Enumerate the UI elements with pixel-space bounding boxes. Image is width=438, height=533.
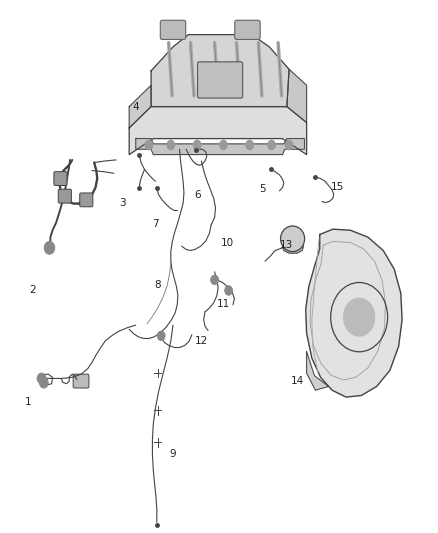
Polygon shape <box>129 85 151 128</box>
Text: 13: 13 <box>280 240 293 250</box>
FancyBboxPatch shape <box>160 20 186 39</box>
Circle shape <box>245 140 254 150</box>
Polygon shape <box>287 69 307 123</box>
Circle shape <box>267 140 276 150</box>
Text: 11: 11 <box>217 299 230 309</box>
Text: 4: 4 <box>132 102 139 111</box>
FancyBboxPatch shape <box>198 62 243 98</box>
Circle shape <box>37 373 46 384</box>
Polygon shape <box>283 244 304 253</box>
Polygon shape <box>129 107 307 155</box>
Circle shape <box>193 140 201 150</box>
Text: 12: 12 <box>195 336 208 346</box>
Polygon shape <box>136 139 304 155</box>
Text: 9: 9 <box>170 449 177 459</box>
Text: 7: 7 <box>152 219 159 229</box>
FancyBboxPatch shape <box>58 189 71 203</box>
Polygon shape <box>307 352 328 390</box>
FancyBboxPatch shape <box>235 20 260 39</box>
Circle shape <box>343 298 375 336</box>
Text: 3: 3 <box>119 198 126 207</box>
Text: 5: 5 <box>259 184 266 194</box>
Circle shape <box>211 275 219 285</box>
Polygon shape <box>306 229 402 397</box>
Ellipse shape <box>280 226 305 252</box>
Text: 6: 6 <box>194 190 201 199</box>
Text: 8: 8 <box>154 280 161 290</box>
Circle shape <box>44 241 55 254</box>
Circle shape <box>157 331 165 341</box>
Text: 14: 14 <box>291 376 304 386</box>
Polygon shape <box>151 35 289 107</box>
Circle shape <box>166 140 175 150</box>
Text: 1: 1 <box>25 398 32 407</box>
Text: 10: 10 <box>221 238 234 247</box>
FancyBboxPatch shape <box>54 172 67 185</box>
Text: 2: 2 <box>29 286 36 295</box>
Text: 15: 15 <box>331 182 344 191</box>
Circle shape <box>219 140 228 150</box>
FancyBboxPatch shape <box>80 193 93 207</box>
FancyBboxPatch shape <box>73 374 89 388</box>
Circle shape <box>225 286 233 295</box>
Circle shape <box>145 140 153 150</box>
Circle shape <box>39 377 48 388</box>
Circle shape <box>285 140 293 150</box>
